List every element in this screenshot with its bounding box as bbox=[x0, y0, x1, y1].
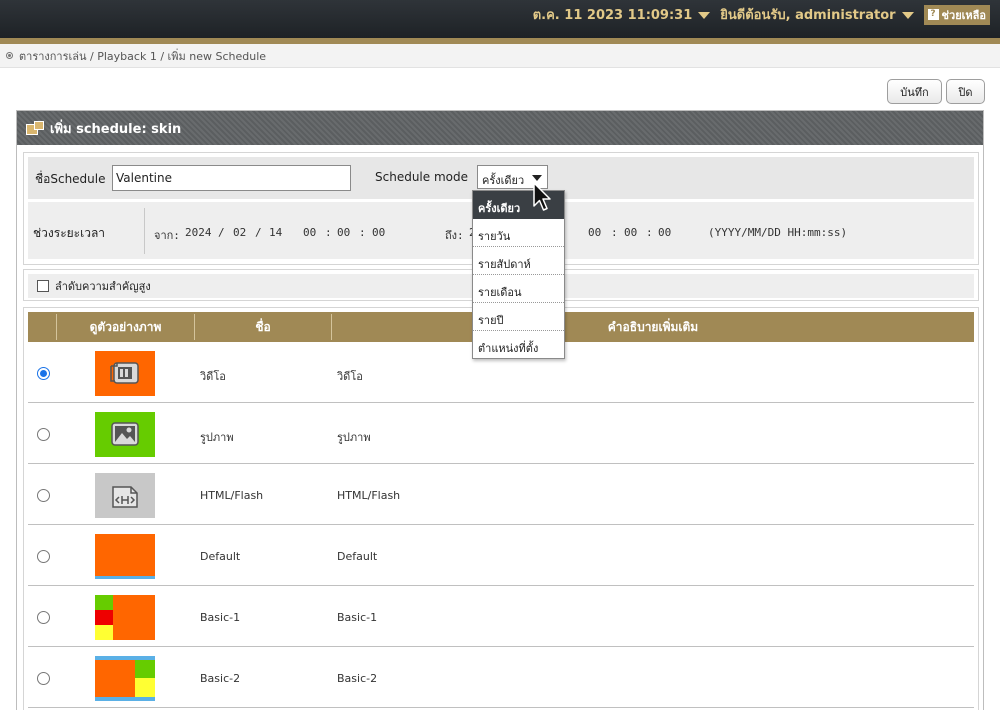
row-radio[interactable] bbox=[37, 611, 50, 624]
sep: : bbox=[646, 226, 653, 239]
row-description: Basic-2 bbox=[337, 672, 378, 685]
format-hint: (YYYY/MM/DD HH:mm:ss) bbox=[708, 226, 848, 239]
schedule-name-input[interactable] bbox=[112, 165, 351, 191]
table-row[interactable]: Basic-2 Basic-2 bbox=[28, 647, 974, 708]
layout-basic-2-thumbnail bbox=[95, 656, 155, 701]
breadcrumb-path[interactable]: ตารางการเล่น / Playback 1 / เพิ่ม new Sc… bbox=[19, 49, 267, 63]
divider bbox=[144, 208, 145, 254]
sep: : bbox=[325, 226, 332, 239]
from-second[interactable]: 00 bbox=[372, 226, 386, 239]
header-preview: ดูตัวอย่างภาพ bbox=[89, 319, 162, 334]
dropdown-option-location[interactable]: ตำแหน่งที่ตั้ง bbox=[478, 342, 539, 355]
row-name: HTML/Flash bbox=[200, 489, 264, 502]
top-bar: ต.ค. 11 2023 11:09:31 ยินดีต้อนรับ, admi… bbox=[0, 0, 1000, 38]
header-divider bbox=[331, 314, 332, 340]
row-description: รูปภาพ bbox=[337, 431, 371, 444]
help-button[interactable]: ? ช่วยเหลือ bbox=[923, 4, 990, 25]
user-menu[interactable]: ยินดีต้อนรับ, administrator bbox=[720, 4, 914, 25]
from-label: จาก: bbox=[154, 229, 180, 242]
image-icon bbox=[95, 412, 155, 457]
row-name: Basic-2 bbox=[200, 672, 241, 685]
to-second[interactable]: 00 bbox=[658, 226, 672, 239]
row-radio[interactable] bbox=[37, 367, 50, 380]
video-icon bbox=[95, 351, 155, 396]
from-minute[interactable]: 00 bbox=[337, 226, 351, 239]
to-label: ถึง: bbox=[445, 229, 464, 242]
mode-value: ครั้งเดียว bbox=[482, 174, 525, 187]
priority-label: ลำดับความสำคัญสูง bbox=[55, 280, 151, 293]
row-name: รูปภาพ bbox=[200, 431, 234, 444]
help-icon: ? bbox=[927, 9, 939, 20]
priority-checkbox[interactable] bbox=[37, 280, 49, 292]
chevron-down-icon bbox=[901, 12, 914, 19]
layout-basic-1-thumbnail bbox=[95, 595, 155, 640]
row-name: วิดีโอ bbox=[200, 370, 226, 383]
chevron-down-icon bbox=[698, 12, 711, 19]
header-divider bbox=[56, 314, 57, 340]
table-row[interactable]: วิดีโอ วิดีโอ bbox=[28, 342, 974, 403]
close-button[interactable]: ปิด bbox=[946, 79, 985, 104]
dropdown-option-once[interactable]: ครั้งเดียว bbox=[473, 191, 564, 219]
datetime-menu[interactable]: ต.ค. 11 2023 11:09:31 bbox=[533, 4, 711, 25]
save-button[interactable]: บันทึก bbox=[887, 79, 942, 104]
schedule-icon bbox=[26, 121, 44, 135]
row-radio[interactable] bbox=[37, 428, 50, 441]
row-description: Basic-1 bbox=[337, 611, 378, 624]
target-icon bbox=[6, 52, 13, 59]
help-label: ช่วยเหลือ bbox=[941, 8, 986, 22]
sep: / bbox=[218, 226, 225, 239]
header-name: ชื่อ bbox=[255, 319, 271, 334]
top-bar-accent bbox=[0, 38, 1000, 44]
sep: / bbox=[255, 226, 262, 239]
datetime-text: ต.ค. 11 2023 11:09:31 bbox=[532, 8, 693, 23]
row-radio[interactable] bbox=[37, 672, 50, 685]
chevron-down-icon bbox=[532, 175, 542, 181]
sep: : bbox=[359, 226, 366, 239]
row-description: HTML/Flash bbox=[337, 489, 401, 502]
header-divider bbox=[194, 314, 195, 340]
welcome-text: ยินดีต้อนรับ, administrator bbox=[720, 8, 896, 23]
schedule-mode-dropdown: ครั้งเดียว รายวัน รายสัปดาห์ รายเดือน รา… bbox=[472, 190, 565, 359]
mode-label: Schedule mode bbox=[375, 170, 468, 184]
layout-table: ดูตัวอย่างภาพ ชื่อ คำอธิบายเพิ่มเติม วิด… bbox=[23, 307, 979, 710]
table-row[interactable]: Default Default bbox=[28, 525, 974, 586]
table-row[interactable]: รูปภาพ รูปภาพ bbox=[28, 403, 974, 464]
layout-default-thumbnail bbox=[95, 534, 155, 579]
row-radio[interactable] bbox=[37, 550, 50, 563]
top-bar-right: ต.ค. 11 2023 11:09:31 ยินดีต้อนรับ, admi… bbox=[533, 4, 990, 25]
row-radio[interactable] bbox=[37, 489, 50, 502]
dropdown-option-yearly[interactable]: รายปี bbox=[473, 303, 564, 331]
row-name: Basic-1 bbox=[200, 611, 241, 624]
from-year[interactable]: 2024 bbox=[185, 226, 212, 239]
row-description: วิดีโอ bbox=[337, 370, 363, 383]
to-hour[interactable]: 00 bbox=[588, 226, 602, 239]
mouse-cursor-icon bbox=[533, 182, 551, 211]
name-label: ชื่อSchedule bbox=[35, 172, 106, 186]
from-hour[interactable]: 00 bbox=[303, 226, 317, 239]
table-row[interactable]: HTML/Flash HTML/Flash bbox=[28, 464, 974, 525]
header-description: คำอธิบายเพิ่มเติม bbox=[607, 319, 699, 334]
row-description: Default bbox=[337, 550, 378, 563]
period-label: ช่วงระยะเวลา bbox=[33, 226, 106, 240]
table-row[interactable]: Basic-1 Basic-1 bbox=[28, 586, 974, 647]
sep: : bbox=[611, 226, 618, 239]
dropdown-option-weekly[interactable]: รายสัปดาห์ bbox=[473, 247, 564, 275]
html-icon bbox=[95, 473, 155, 518]
breadcrumb: ตารางการเล่น / Playback 1 / เพิ่ม new Sc… bbox=[0, 44, 1000, 68]
row-name: Default bbox=[200, 550, 241, 563]
panel-title: เพิ่ม schedule: skin bbox=[50, 121, 182, 137]
from-month[interactable]: 02 bbox=[233, 226, 247, 239]
panel-header: เพิ่ม schedule: skin bbox=[17, 111, 983, 145]
dropdown-option-daily[interactable]: รายวัน bbox=[473, 219, 564, 247]
to-minute[interactable]: 00 bbox=[624, 226, 638, 239]
dropdown-option-monthly[interactable]: รายเดือน bbox=[473, 275, 564, 303]
from-day[interactable]: 14 bbox=[269, 226, 283, 239]
